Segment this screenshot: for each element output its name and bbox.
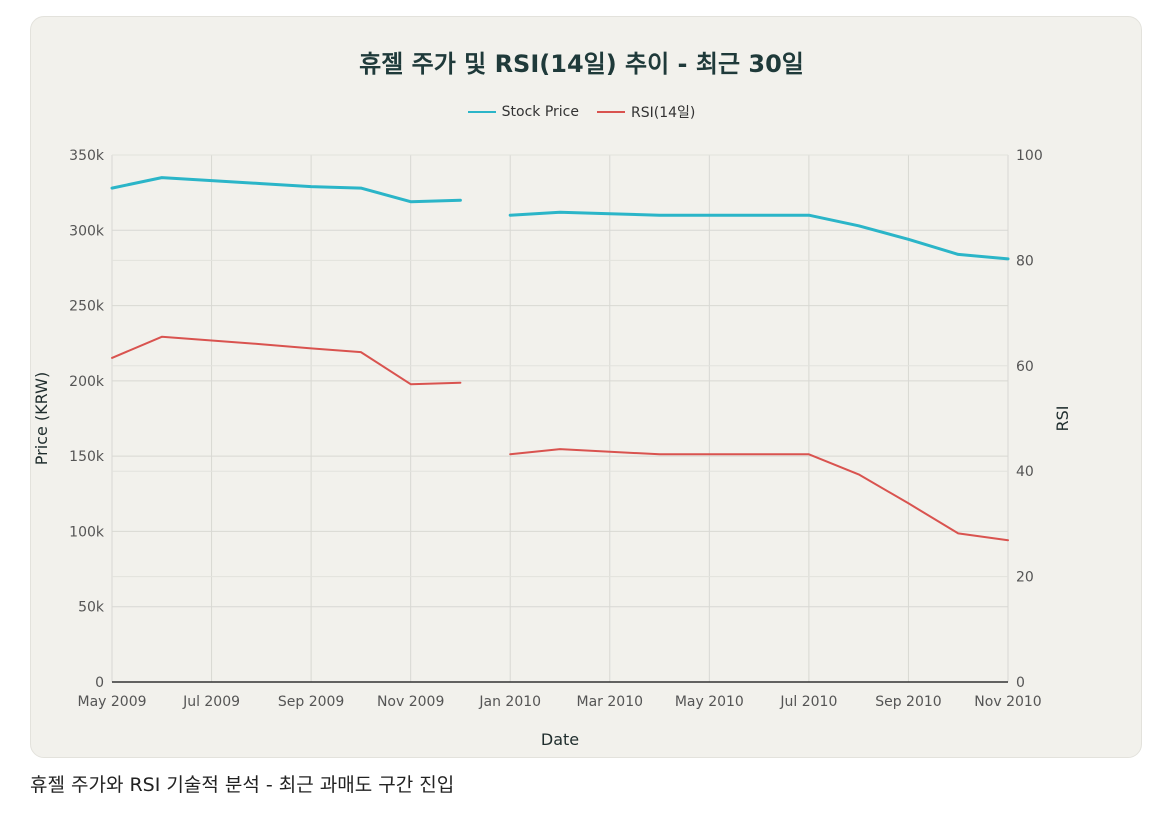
x-axis-title: Date xyxy=(541,730,579,749)
y-tick-label: 350k xyxy=(69,148,105,164)
y2-tick-label: 40 xyxy=(1016,464,1034,480)
rsi-line xyxy=(509,448,1009,542)
y2-tick-label: 0 xyxy=(1016,675,1025,691)
y-tick-label: 50k xyxy=(78,600,105,616)
legend-swatch-rsi xyxy=(596,111,625,113)
y2-tick-label: 100 xyxy=(1016,148,1043,164)
x-tick-label: Jan 2010 xyxy=(478,694,541,710)
legend-item-price[interactable]: Stock Price xyxy=(467,102,579,122)
y2-axis-title: RSI xyxy=(1053,406,1072,432)
y-axis-title: Price (KRW) xyxy=(32,372,51,465)
x-tick-label: Sep 2010 xyxy=(875,694,941,710)
y-tick-label: 250k xyxy=(69,299,105,315)
rsi-line xyxy=(111,335,462,386)
y2-tick-label: 60 xyxy=(1016,359,1034,375)
y-tick-label: 0 xyxy=(95,675,104,691)
figure-caption: 휴젤 주가와 RSI 기술적 분석 - 최근 과매도 구간 진입 xyxy=(30,774,455,796)
y-tick-label: 150k xyxy=(69,449,105,465)
chart-card xyxy=(30,16,1142,758)
legend-label-price: Stock Price xyxy=(501,104,579,120)
x-tick-label: May 2010 xyxy=(675,694,744,710)
price-line xyxy=(508,210,1010,261)
y-tick-label: 200k xyxy=(69,374,105,390)
x-tick-label: Jul 2010 xyxy=(779,694,837,710)
y-tick-label: 300k xyxy=(69,223,105,239)
x-tick-label: Nov 2010 xyxy=(974,694,1041,710)
x-tick-label: May 2009 xyxy=(77,694,146,710)
x-tick-label: Jul 2009 xyxy=(182,694,240,710)
x-tick-label: Mar 2010 xyxy=(577,694,644,710)
y-tick-label: 100k xyxy=(69,524,105,540)
price-line xyxy=(110,176,462,204)
legend: Stock Price RSI(14일) xyxy=(0,102,1163,122)
y2-tick-label: 80 xyxy=(1016,253,1034,269)
x-tick-label: Nov 2009 xyxy=(377,694,444,710)
legend-label-rsi: RSI(14일) xyxy=(630,105,696,121)
chart-title: 휴젤 주가 및 RSI(14일) 추이 - 최근 30일 xyxy=(359,50,804,78)
legend-item-rsi[interactable]: RSI(14일) xyxy=(596,102,696,122)
legend-swatch-price xyxy=(467,111,496,113)
x-tick-label: Sep 2009 xyxy=(278,694,344,710)
y2-tick-label: 20 xyxy=(1016,570,1034,586)
